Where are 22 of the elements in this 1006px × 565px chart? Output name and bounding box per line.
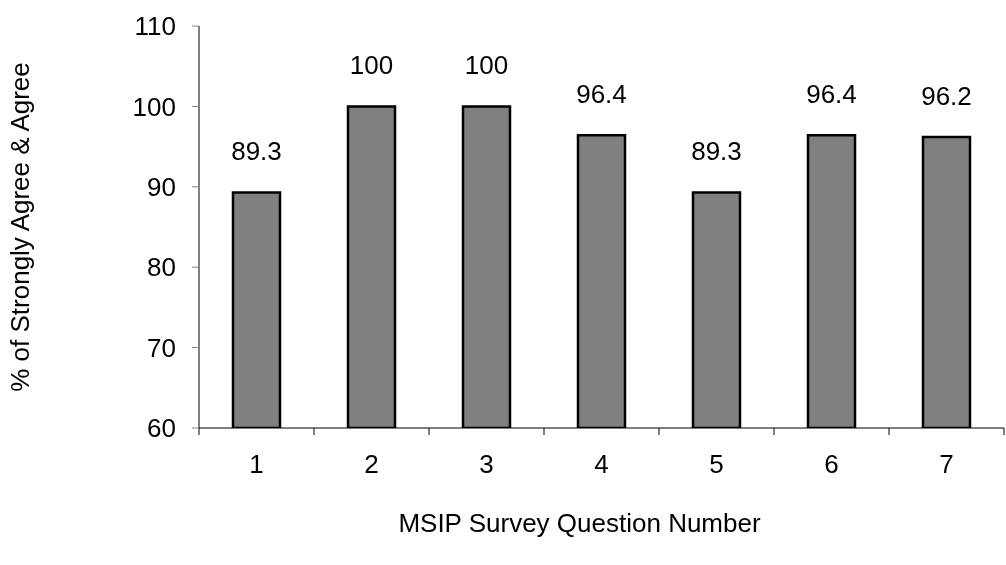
x-tick-label: 7	[939, 449, 954, 480]
data-label: 96.4	[576, 79, 627, 110]
x-tick-label: 4	[594, 449, 609, 480]
x-axis-title: MSIP Survey Question Number	[398, 508, 761, 538]
y-tick-label: 90	[147, 172, 176, 203]
x-tick-label: 2	[364, 449, 379, 480]
data-label: 89.3	[691, 136, 742, 167]
data-label: 100	[349, 50, 394, 81]
y-tick-label: 70	[147, 332, 176, 363]
data-label: 96.2	[921, 80, 972, 111]
x-tick-label: 1	[249, 449, 264, 480]
y-axis-title: % of Strongly Agree & Agree	[5, 62, 36, 392]
data-label: 100	[464, 50, 509, 81]
data-label: 89.3	[231, 136, 282, 167]
x-tick-label: 5	[709, 449, 724, 480]
y-tick-label: 80	[147, 252, 176, 283]
x-tick-label: 6	[824, 449, 839, 480]
y-tick-label: 100	[132, 91, 176, 122]
x-tick-label: 3	[479, 449, 494, 480]
data-label: 96.4	[806, 79, 857, 110]
y-tick-label: 110	[134, 11, 176, 42]
y-tick-label: 60	[147, 413, 176, 444]
